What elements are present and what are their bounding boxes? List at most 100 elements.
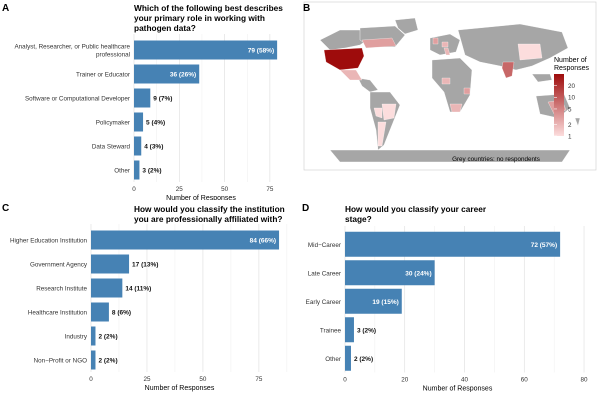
category-label: Analyst, Researcher, or Public healthcar…	[14, 44, 130, 59]
bar	[91, 230, 280, 250]
chart-title-line: pathogen data?	[134, 23, 196, 33]
chart-a-svg: A Which of the following best describes yo…	[2, 3, 283, 202]
data-label: 2 (2%)	[98, 334, 117, 341]
category-label: Mid−Career	[308, 242, 341, 249]
data-label: 72 (57%)	[531, 242, 557, 249]
panel-letter-d: D	[302, 203, 309, 214]
category-label: Higher Education Institution	[10, 238, 88, 245]
legend-colorbar	[554, 74, 564, 136]
category-label: Policymaker	[96, 120, 130, 127]
bar	[91, 326, 96, 346]
tick-label: 60	[521, 377, 529, 384]
panel-letter-b: B	[303, 3, 310, 14]
bar	[91, 302, 109, 322]
country-peru	[373, 107, 383, 119]
data-label: 5 (4%)	[146, 120, 165, 127]
data-label: 2 (2%)	[354, 356, 373, 363]
category-label: Government Agency	[30, 262, 88, 269]
panel-c: C How would you classify the institution y…	[0, 200, 300, 400]
country-argentina	[377, 121, 387, 147]
category-label: Late Career	[308, 270, 341, 277]
x-axis-label: Number of Responses	[166, 195, 236, 200]
data-label: 36 (26%)	[170, 72, 196, 79]
tick-label: 75	[266, 186, 274, 193]
chart-d-svg: D How would you classify your career stage…	[302, 203, 589, 393]
category-label: Early Career	[306, 299, 341, 306]
bar	[134, 64, 200, 84]
category-label-line: Early Career	[306, 299, 341, 306]
bar	[134, 160, 140, 180]
category-label-line: Software or Computational Developer	[25, 96, 130, 103]
panel-a: A Which of the following best describes yo…	[0, 0, 300, 202]
tick-label: 0	[89, 376, 93, 383]
tick-label: 0	[343, 377, 347, 384]
data-label: 19 (15%)	[372, 299, 398, 306]
country-south-africa	[449, 103, 463, 113]
tick-label: 20	[401, 377, 409, 384]
legend-title: Number of Responses	[554, 57, 590, 72]
legend-tick-label: 1	[568, 133, 572, 140]
category-label-line: professional	[96, 52, 130, 59]
country-united-states	[323, 47, 365, 71]
bar	[345, 231, 561, 257]
land-mass	[574, 117, 581, 127]
bar	[345, 317, 354, 343]
data-label: 84 (66%)	[250, 238, 276, 245]
data-label: 14 (11%)	[125, 286, 151, 293]
chart-title-line: How would you classify your career	[345, 204, 487, 214]
world-map-svg: B Number of Responses 20 10 5 2 1 Grey countries…	[303, 1, 597, 171]
category-label-line: Other	[114, 168, 130, 175]
chart-title-line: your primary role in working with	[134, 13, 265, 23]
legend-tick-label: 10	[568, 95, 576, 102]
bar	[91, 254, 130, 274]
bar	[345, 288, 402, 314]
category-label: Non−Profit or NGO	[34, 358, 87, 365]
data-label: 17 (13%)	[132, 262, 158, 269]
chart-title-line: Which of the following best describes	[134, 3, 283, 13]
category-label: Data Steward	[92, 144, 131, 151]
chart-title-line: stage?	[345, 214, 372, 224]
category-label-line: Analyst, Researcher, or Public healthcar…	[14, 44, 130, 51]
chart-title-line: you are professionally affiliated with?	[134, 214, 282, 224]
category-label: Research Institute	[36, 286, 87, 293]
tick-label: 80	[581, 377, 589, 384]
country-canada	[361, 37, 397, 49]
category-label: Software or Computational Developer	[25, 96, 130, 103]
map-note: Grey countries: no respondents	[452, 156, 540, 163]
chart-title-line: How would you classify the institution	[134, 204, 285, 214]
x-axis-label: Number of Responses	[145, 385, 215, 392]
country-united-kingdom	[432, 37, 439, 45]
data-label: 4 (3%)	[144, 144, 163, 151]
category-label: Trainee	[320, 327, 342, 334]
country-india	[501, 61, 515, 79]
tick-label: 40	[461, 377, 469, 384]
panel-letter-a: A	[2, 3, 9, 14]
data-label: 3 (2%)	[142, 168, 161, 175]
country-nigeria	[441, 77, 451, 85]
category-label-line: Trainer or Educator	[76, 72, 130, 79]
land-mass	[394, 17, 419, 35]
bar	[134, 40, 278, 60]
tick-label: 25	[176, 186, 184, 193]
tick-label: 50	[221, 186, 229, 193]
land-mass	[531, 73, 553, 83]
land-mass	[457, 23, 569, 71]
legend-title-line: Responses	[554, 65, 590, 72]
data-label: 8 (6%)	[112, 310, 131, 317]
legend-tick-label: 2	[568, 122, 572, 129]
category-label-line: Mid−Career	[308, 242, 341, 249]
country-china	[517, 43, 543, 61]
category-label-line: Government Agency	[30, 262, 88, 269]
category-label: Healthcare Institution	[28, 310, 88, 317]
panel-d: D How would you classify your career stage…	[300, 200, 600, 400]
category-label: Other	[325, 356, 341, 363]
category-label: Other	[114, 168, 130, 175]
category-label-line: Data Steward	[92, 144, 131, 151]
category-label: Trainer or Educator	[76, 72, 130, 79]
panel-letter-c: C	[2, 203, 9, 214]
tick-label: 0	[132, 186, 136, 193]
country-brazil	[381, 103, 397, 121]
category-label-line: Non−Profit or NGO	[34, 358, 87, 365]
panel-b: B Number of Responses 20 10 5 2 1 Grey countries…	[300, 0, 600, 200]
bar	[345, 260, 435, 286]
